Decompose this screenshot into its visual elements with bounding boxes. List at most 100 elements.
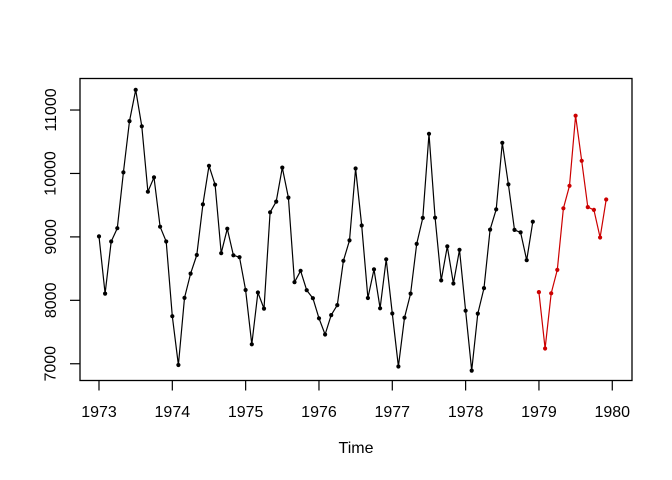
series-observed-point	[268, 210, 273, 215]
series-observed-point	[426, 131, 432, 136]
series-observed-point	[310, 296, 315, 301]
series-forecast-line	[538, 115, 607, 350]
series-observed-point	[323, 332, 328, 337]
series-observed-point	[164, 239, 169, 244]
series-forecast	[536, 113, 609, 351]
series-observed-point	[500, 140, 505, 145]
x-tick-label: 1979	[521, 404, 557, 421]
x-axis-title: Time	[338, 440, 374, 457]
y-tick-label: 9000	[43, 219, 60, 255]
x-tick-label: 1975	[228, 404, 264, 421]
series-forecast-point	[549, 291, 554, 296]
series-observed-point	[378, 306, 383, 311]
series-forecast-point	[573, 113, 578, 118]
y-tick-label: 8000	[43, 282, 60, 318]
series-observed-point	[524, 258, 529, 263]
series-forecast-point	[555, 267, 560, 272]
series-observed-point	[243, 287, 248, 293]
series-observed-point	[139, 124, 144, 129]
series-observed-point	[518, 230, 523, 235]
series-observed-point	[225, 226, 230, 231]
series-observed-point	[231, 253, 236, 258]
series-observed-point	[433, 215, 438, 220]
series-forecast-point	[604, 197, 609, 202]
series-forecast-point	[585, 205, 590, 210]
series-observed-point	[316, 316, 322, 321]
series-observed-point	[261, 306, 267, 311]
series-observed-point	[390, 311, 395, 316]
series-observed-point	[420, 215, 425, 220]
series-observed-point	[475, 311, 480, 316]
series-observed-point	[158, 224, 163, 229]
series-observed-line	[98, 89, 534, 372]
series-observed-point	[488, 227, 493, 232]
series-observed-point	[402, 315, 407, 320]
series-forecast-point	[579, 158, 584, 163]
series-observed-point	[384, 257, 389, 262]
series-observed-point	[414, 241, 419, 246]
series-observed-point	[365, 295, 370, 301]
series-observed-point	[359, 223, 364, 228]
series-observed-point	[133, 87, 138, 92]
series-observed-point	[329, 313, 334, 318]
series-observed-point	[237, 255, 242, 260]
x-tick-label: 1974	[155, 404, 191, 421]
series-observed-point	[103, 291, 108, 296]
series-observed-point	[408, 291, 413, 296]
series-observed-point	[213, 182, 218, 187]
series-observed-point	[506, 182, 511, 187]
series-observed-point	[182, 295, 187, 300]
x-tick-label: 1973	[81, 404, 117, 421]
series-observed-point	[121, 170, 126, 175]
series-observed-point	[353, 166, 358, 171]
series-observed-point	[494, 207, 499, 212]
y-tick-label: 11000	[43, 88, 60, 131]
series-observed-point	[145, 189, 150, 194]
series-forecast-point	[536, 290, 542, 295]
series-observed-point	[445, 244, 450, 249]
series-observed-point	[255, 290, 260, 295]
series-observed	[96, 87, 535, 373]
series-observed-point	[127, 119, 132, 124]
series-observed-point	[274, 199, 279, 204]
plot-frame	[79, 77, 633, 382]
y-axis	[70, 109, 80, 365]
series-observed-point	[335, 303, 340, 308]
series-observed-point	[463, 308, 468, 313]
x-tick-label: 1976	[301, 404, 337, 421]
series-forecast-point	[561, 206, 566, 211]
series-observed-point	[194, 252, 199, 258]
series-forecast-point	[598, 235, 603, 240]
x-tick-labels: 1973 1974 1975 1976 1977 1978 1979 1980	[81, 404, 630, 421]
series-observed-point	[170, 314, 175, 319]
series-observed-point	[371, 267, 377, 272]
series-observed-point	[176, 362, 181, 368]
x-tick-label: 1980	[594, 404, 630, 421]
series-observed-point	[396, 364, 401, 369]
series-observed-point	[457, 247, 462, 252]
series-observed-point	[286, 195, 291, 200]
series-observed-point	[292, 280, 297, 285]
series-observed-point	[280, 165, 285, 170]
series-observed-point	[512, 227, 517, 232]
series-observed-point	[109, 239, 114, 244]
x-axis	[98, 380, 613, 391]
series-observed-point	[206, 163, 212, 168]
series-observed-point	[347, 238, 352, 243]
series-observed-point	[249, 342, 254, 347]
y-tick-labels: 7000 8000 9000 10000 11000	[43, 88, 60, 381]
series-observed-point	[219, 251, 224, 256]
series-observed-point	[188, 271, 193, 276]
series-observed-point	[200, 202, 205, 207]
series-observed-point	[469, 368, 474, 373]
series-observed-point	[439, 278, 444, 283]
series-observed-point	[481, 286, 487, 291]
series-observed-point	[298, 268, 303, 273]
series-observed-point	[115, 226, 120, 231]
x-tick-label: 1978	[448, 404, 484, 421]
series-observed-point	[341, 258, 346, 263]
y-tick-label: 10000	[43, 151, 60, 196]
y-tick-label: 7000	[43, 346, 60, 382]
